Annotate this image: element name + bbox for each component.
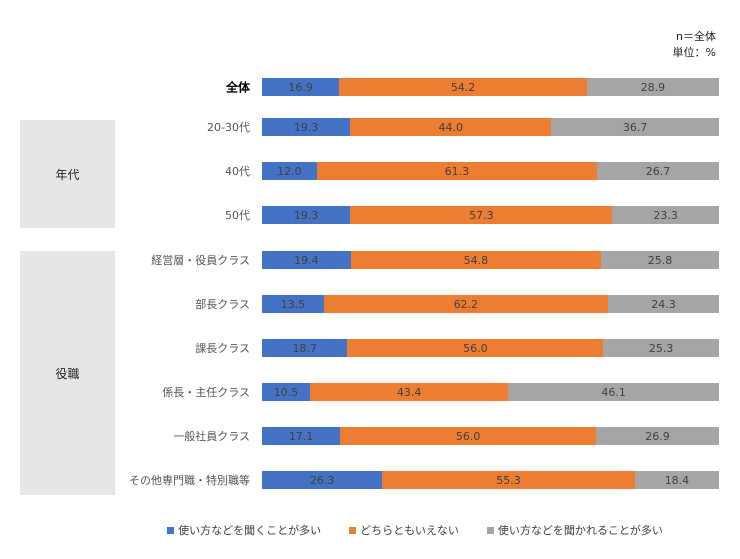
legend-swatch (486, 526, 494, 534)
bar-row: 16.9 54.2 28.9 (262, 78, 719, 96)
bar-segment-3: 46.1 (508, 383, 719, 401)
legend-item: 使い方などを聞かれることが多い (486, 522, 663, 538)
bar-segment-1: 12.0 (262, 162, 317, 180)
bar-segment-3: 18.4 (634, 471, 719, 489)
category-label: 部長クラス (195, 298, 250, 311)
bar-segment-2: 43.4 (309, 383, 509, 401)
bar-row: 10.5 43.4 46.1 (262, 383, 719, 401)
category-label: その他専門職・特別職等 (129, 474, 250, 487)
bar-segment-1: 26.3 (262, 471, 383, 489)
group-label-age: 年代 (20, 120, 115, 228)
bar-row: 13.5 62.2 24.3 (262, 295, 719, 313)
legend-label: 使い方などを聞くことが多い (178, 524, 322, 537)
bar-segment-3: 26.9 (596, 427, 719, 445)
legend-label: 使い方などを聞かれることが多い (497, 524, 663, 537)
bar-segment-2: 44.0 (350, 118, 552, 136)
bar-segment-2: 61.3 (316, 162, 597, 180)
category-label: 一般社員クラス (173, 430, 250, 443)
bar-row: 17.1 56.0 26.9 (262, 427, 719, 445)
bar-segment-2: 54.8 (350, 251, 602, 269)
bar-segment-2: 54.2 (339, 78, 587, 96)
category-label: 20-30代 (207, 121, 250, 134)
legend-swatch (167, 526, 175, 534)
category-label: 係長・主任クラス (162, 386, 250, 399)
bar-segment-1: 18.7 (262, 339, 348, 357)
bar-row: 18.7 56.0 25.3 (262, 339, 719, 357)
bar-segment-3: 36.7 (551, 118, 719, 136)
bar-row: 19.3 57.3 23.3 (262, 206, 719, 224)
bar-row: 19.4 54.8 25.8 (262, 251, 719, 269)
note-unit: 単位：% (672, 46, 716, 59)
bar-segment-1: 17.1 (262, 427, 341, 445)
legend-label: どちらともいえない (360, 524, 459, 537)
bar-segment-1: 13.5 (262, 295, 324, 313)
bar-segment-1: 19.3 (262, 206, 351, 224)
category-label: 40代 (225, 165, 250, 178)
legend: 使い方などを聞くことが多い どちらともいえない 使い方などを聞かれることが多い (0, 522, 740, 538)
bar-segment-3: 25.3 (603, 339, 719, 357)
note-n: n＝全体 (676, 30, 716, 43)
bar-segment-2: 57.3 (350, 206, 613, 224)
bar-segment-3: 26.7 (596, 162, 719, 180)
bar-segment-1: 16.9 (262, 78, 340, 96)
bar-segment-2: 56.0 (347, 339, 604, 357)
bar-row: 19.3 44.0 36.7 (262, 118, 719, 136)
legend-item: どちらともいえない (349, 522, 459, 538)
category-label: 経営層・役員クラス (151, 254, 250, 267)
bar-segment-1: 19.3 (262, 118, 351, 136)
bar-segment-3: 28.9 (586, 78, 719, 96)
bar-segment-3: 25.8 (601, 251, 719, 269)
legend-swatch (349, 526, 357, 534)
bar-segment-3: 24.3 (607, 295, 719, 313)
legend-item: 使い方などを聞くことが多い (167, 522, 321, 538)
category-label: 課長クラス (195, 342, 250, 355)
category-label: 50代 (225, 209, 250, 222)
bar-segment-2: 62.2 (323, 295, 608, 313)
bar-segment-3: 23.3 (612, 206, 719, 224)
bar-row: 12.0 61.3 26.7 (262, 162, 719, 180)
bar-segment-1: 10.5 (262, 383, 310, 401)
bar-segment-2: 55.3 (382, 471, 635, 489)
bar-row: 26.3 55.3 18.4 (262, 471, 719, 489)
bar-segment-1: 19.4 (262, 251, 351, 269)
group-label-position: 役職 (20, 251, 115, 495)
category-label: 全体 (225, 80, 250, 95)
bar-segment-2: 56.0 (340, 427, 597, 445)
